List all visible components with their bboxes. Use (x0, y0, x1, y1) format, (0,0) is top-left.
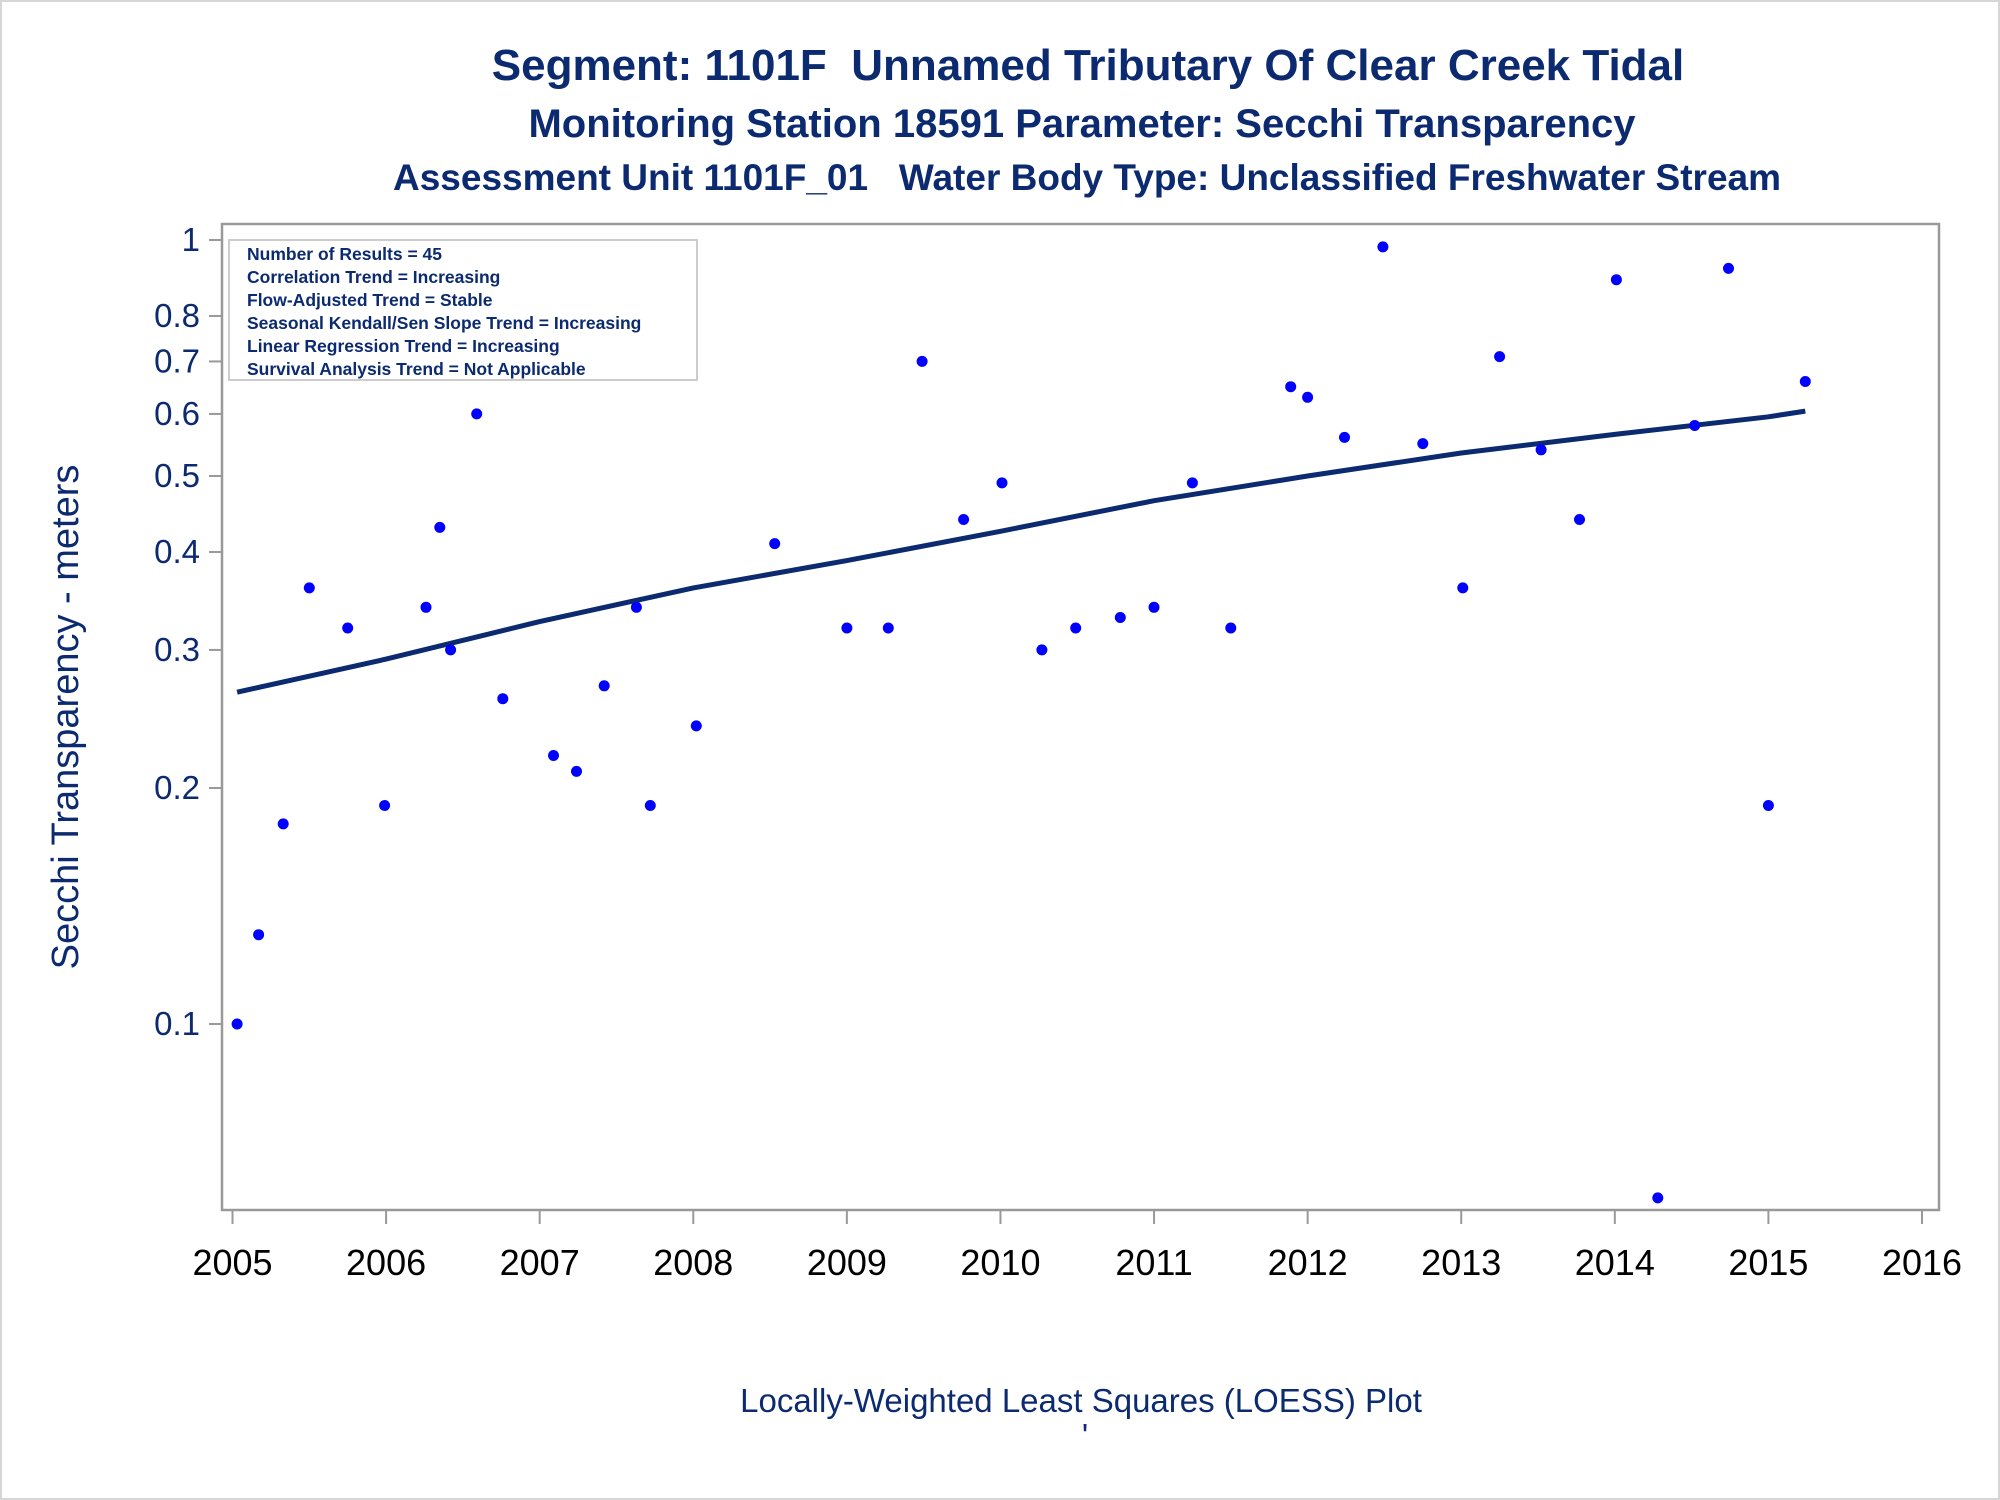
x-tick-label: 2007 (500, 1242, 580, 1283)
x-tick-label: 2016 (1882, 1242, 1962, 1283)
data-point (841, 622, 853, 634)
data-point (1799, 376, 1811, 387)
y-tick-label: 0.2 (154, 769, 200, 806)
data-point (1652, 1192, 1664, 1204)
x-tick-label: 2010 (960, 1242, 1040, 1283)
data-point (420, 601, 432, 613)
x-tick-label: 2008 (653, 1242, 733, 1283)
data-point (1070, 622, 1082, 634)
stats-line: Seasonal Kendall/Sen Slope Trend = Incre… (247, 313, 641, 333)
y-tick-label: 0.1 (154, 1005, 200, 1042)
stats-line: Survival Analysis Trend = Not Applicable (247, 359, 586, 379)
data-point (630, 601, 642, 613)
plot-area (220, 222, 1941, 1212)
data-point (1225, 622, 1237, 634)
data-point (1302, 391, 1314, 403)
y-tick-label: 1 (182, 221, 200, 258)
data-points (231, 241, 1811, 1204)
x-tick-label: 2012 (1268, 1242, 1348, 1283)
stats-legend: Number of Results = 45 Correlation Trend… (228, 239, 698, 381)
data-point (1285, 381, 1297, 393)
data-point (882, 622, 894, 634)
data-point (1036, 644, 1048, 656)
data-point (379, 800, 391, 811)
data-point (1723, 262, 1734, 274)
data-point (434, 521, 446, 533)
chart-footnote: Locally-Weighted Least Squares (LOESS) P… (740, 1382, 1422, 1419)
y-axis-label: Secchi Transparency - meters (45, 465, 87, 970)
stats-line: Flow-Adjusted Trend = Stable (247, 290, 493, 310)
x-tick-label: 2014 (1575, 1242, 1655, 1283)
data-point (1689, 420, 1701, 431)
data-point (231, 1018, 243, 1030)
stats-line: Number of Results = 45 (247, 244, 442, 264)
data-point (958, 514, 970, 525)
data-point (1186, 477, 1198, 489)
data-point (342, 622, 354, 634)
data-point (1610, 274, 1622, 286)
x-tick-label: 2009 (807, 1242, 887, 1283)
data-point (277, 818, 289, 830)
y-tick-label: 0.6 (154, 395, 200, 432)
stats-legend-box (228, 239, 698, 381)
data-point (1377, 241, 1389, 253)
chart-subtitle: Monitoring Station 18591 Parameter: Secc… (528, 102, 1636, 146)
data-point (769, 538, 781, 550)
data-point (1494, 351, 1506, 363)
x-tick-label: 2011 (1115, 1242, 1192, 1283)
y-tick-label: 0.8 (154, 297, 200, 334)
data-point (1762, 800, 1774, 811)
loess-trend-line (236, 408, 1806, 695)
chart-title: Segment: 1101F Unnamed Tributary Of Clea… (492, 41, 1684, 90)
data-point (1114, 612, 1126, 623)
x-tick-label: 2005 (192, 1242, 272, 1283)
data-point (445, 644, 457, 656)
x-tick-label: 2013 (1421, 1242, 1501, 1283)
data-point (497, 693, 509, 705)
y-tick-label: 0.7 (154, 342, 200, 379)
footnote-mark: ' (1082, 1417, 1088, 1454)
data-point (1417, 438, 1429, 450)
data-point (571, 765, 582, 777)
x-axis-ticks: 2005 2006 2007 2008 2009 2010 2011 2012 2013 2014… (192, 1210, 1962, 1283)
x-tick-label: 2006 (346, 1242, 426, 1283)
data-point (1457, 582, 1469, 594)
y-tick-label: 0.4 (154, 533, 200, 570)
loess-trend-group (236, 408, 1806, 695)
y-axis-ticks: 1 0.8 0.7 0.6 0.5 0.4 0.3 0.2 0.1 (154, 221, 222, 1042)
stats-line: Linear Regression Trend = Increasing (247, 336, 560, 356)
data-point (1339, 431, 1350, 443)
data-point (644, 800, 656, 811)
x-tick-label: 2015 (1728, 1242, 1808, 1283)
data-point (1148, 601, 1160, 613)
stats-line: Correlation Trend = Increasing (247, 267, 500, 287)
data-point (996, 477, 1008, 489)
data-point (690, 720, 702, 732)
data-point (916, 355, 928, 367)
data-point (471, 408, 483, 420)
y-tick-label: 0.5 (154, 457, 200, 494)
y-tick-label: 0.3 (154, 631, 200, 668)
data-point (548, 750, 559, 761)
data-point (1574, 514, 1585, 525)
data-point (1535, 444, 1547, 456)
data-point (303, 582, 315, 594)
data-point (253, 929, 265, 941)
data-point (598, 680, 610, 692)
chart-subtitle-2: Assessment Unit 1101F_01 Water Body Type… (393, 157, 1781, 198)
